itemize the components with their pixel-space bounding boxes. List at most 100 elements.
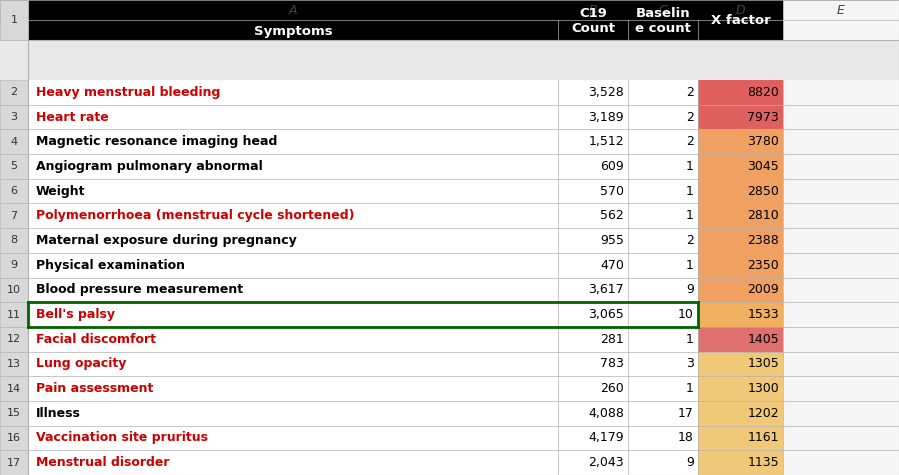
Text: Pain assessment: Pain assessment bbox=[36, 382, 154, 395]
Bar bbox=[28, 450, 558, 475]
Bar bbox=[28, 401, 558, 426]
Bar bbox=[783, 352, 899, 376]
Text: 2350: 2350 bbox=[747, 259, 779, 272]
Text: A: A bbox=[289, 3, 298, 17]
Bar bbox=[698, 179, 783, 203]
Text: 1,512: 1,512 bbox=[588, 135, 624, 148]
Text: 1202: 1202 bbox=[747, 407, 779, 420]
Text: Count: Count bbox=[571, 22, 615, 35]
Text: 1: 1 bbox=[11, 15, 17, 25]
Text: 9: 9 bbox=[11, 260, 18, 270]
Text: 2: 2 bbox=[686, 111, 694, 124]
Bar bbox=[0, 426, 28, 450]
Bar bbox=[28, 277, 558, 302]
Bar bbox=[28, 253, 558, 277]
Bar bbox=[558, 450, 628, 475]
Text: 1533: 1533 bbox=[747, 308, 779, 321]
Text: 1: 1 bbox=[686, 332, 694, 346]
Text: 14: 14 bbox=[7, 384, 21, 394]
Bar bbox=[0, 179, 28, 203]
Bar bbox=[698, 401, 783, 426]
Text: Bell's palsy: Bell's palsy bbox=[36, 308, 115, 321]
Bar bbox=[28, 0, 558, 20]
Text: Baselin: Baselin bbox=[636, 7, 690, 19]
Text: C: C bbox=[659, 3, 667, 17]
Bar bbox=[558, 104, 628, 129]
Text: Heavy menstrual bleeding: Heavy menstrual bleeding bbox=[36, 86, 220, 99]
Text: 3: 3 bbox=[686, 357, 694, 370]
Text: 562: 562 bbox=[601, 209, 624, 222]
Bar bbox=[783, 401, 899, 426]
Text: 8820: 8820 bbox=[747, 86, 779, 99]
Text: 15: 15 bbox=[7, 408, 21, 418]
Text: 1300: 1300 bbox=[747, 382, 779, 395]
Bar bbox=[783, 104, 899, 129]
Bar bbox=[698, 376, 783, 401]
Bar bbox=[0, 450, 28, 475]
Bar bbox=[28, 228, 558, 253]
Bar bbox=[698, 426, 783, 450]
Bar bbox=[0, 277, 28, 302]
Text: 3780: 3780 bbox=[747, 135, 779, 148]
Bar bbox=[628, 401, 698, 426]
Bar bbox=[0, 352, 28, 376]
Text: 1: 1 bbox=[686, 185, 694, 198]
Bar bbox=[558, 154, 628, 179]
Bar bbox=[28, 129, 558, 154]
Text: 1: 1 bbox=[686, 382, 694, 395]
Text: 16: 16 bbox=[7, 433, 21, 443]
Bar bbox=[783, 80, 899, 104]
Text: 11: 11 bbox=[7, 310, 21, 320]
Bar bbox=[28, 179, 558, 203]
Text: 2,043: 2,043 bbox=[588, 456, 624, 469]
Text: 1: 1 bbox=[686, 160, 694, 173]
Text: E: E bbox=[837, 3, 845, 17]
Bar bbox=[698, 450, 783, 475]
Bar bbox=[28, 426, 558, 450]
Bar bbox=[558, 327, 628, 352]
Text: Heart rate: Heart rate bbox=[36, 111, 109, 124]
Bar bbox=[698, 228, 783, 253]
Bar bbox=[783, 302, 899, 327]
Text: 955: 955 bbox=[601, 234, 624, 247]
Bar bbox=[783, 426, 899, 450]
Bar bbox=[783, 253, 899, 277]
Text: 7: 7 bbox=[11, 211, 18, 221]
Text: B: B bbox=[589, 3, 597, 17]
Text: C19: C19 bbox=[579, 7, 607, 19]
Bar bbox=[628, 80, 698, 104]
Text: Weight: Weight bbox=[36, 185, 85, 198]
Bar bbox=[0, 401, 28, 426]
Bar bbox=[0, 327, 28, 352]
Text: 1405: 1405 bbox=[747, 332, 779, 346]
Bar bbox=[698, 0, 783, 20]
Bar bbox=[698, 129, 783, 154]
Text: Blood pressure measurement: Blood pressure measurement bbox=[36, 284, 243, 296]
Text: Menstrual disorder: Menstrual disorder bbox=[36, 456, 170, 469]
Bar bbox=[0, 80, 28, 104]
Bar bbox=[628, 129, 698, 154]
Text: 2: 2 bbox=[686, 234, 694, 247]
Text: 1305: 1305 bbox=[747, 357, 779, 370]
Text: Polymenorrhoea (menstrual cycle shortened): Polymenorrhoea (menstrual cycle shortene… bbox=[36, 209, 354, 222]
Bar bbox=[698, 302, 783, 327]
Text: 4,179: 4,179 bbox=[588, 431, 624, 445]
Text: 2009: 2009 bbox=[747, 284, 779, 296]
Bar bbox=[628, 302, 698, 327]
Bar bbox=[628, 376, 698, 401]
Text: Symptoms: Symptoms bbox=[254, 26, 333, 38]
Text: 6: 6 bbox=[11, 186, 17, 196]
Bar bbox=[628, 426, 698, 450]
Text: 2850: 2850 bbox=[747, 185, 779, 198]
Bar bbox=[0, 302, 28, 327]
Bar bbox=[28, 104, 558, 129]
Text: X factor: X factor bbox=[710, 13, 770, 27]
Bar bbox=[783, 203, 899, 228]
Text: 3: 3 bbox=[11, 112, 17, 122]
Text: D: D bbox=[735, 3, 745, 17]
Text: 1135: 1135 bbox=[747, 456, 779, 469]
Bar bbox=[558, 203, 628, 228]
Bar bbox=[0, 376, 28, 401]
Bar bbox=[783, 376, 899, 401]
Text: Facial discomfort: Facial discomfort bbox=[36, 332, 156, 346]
